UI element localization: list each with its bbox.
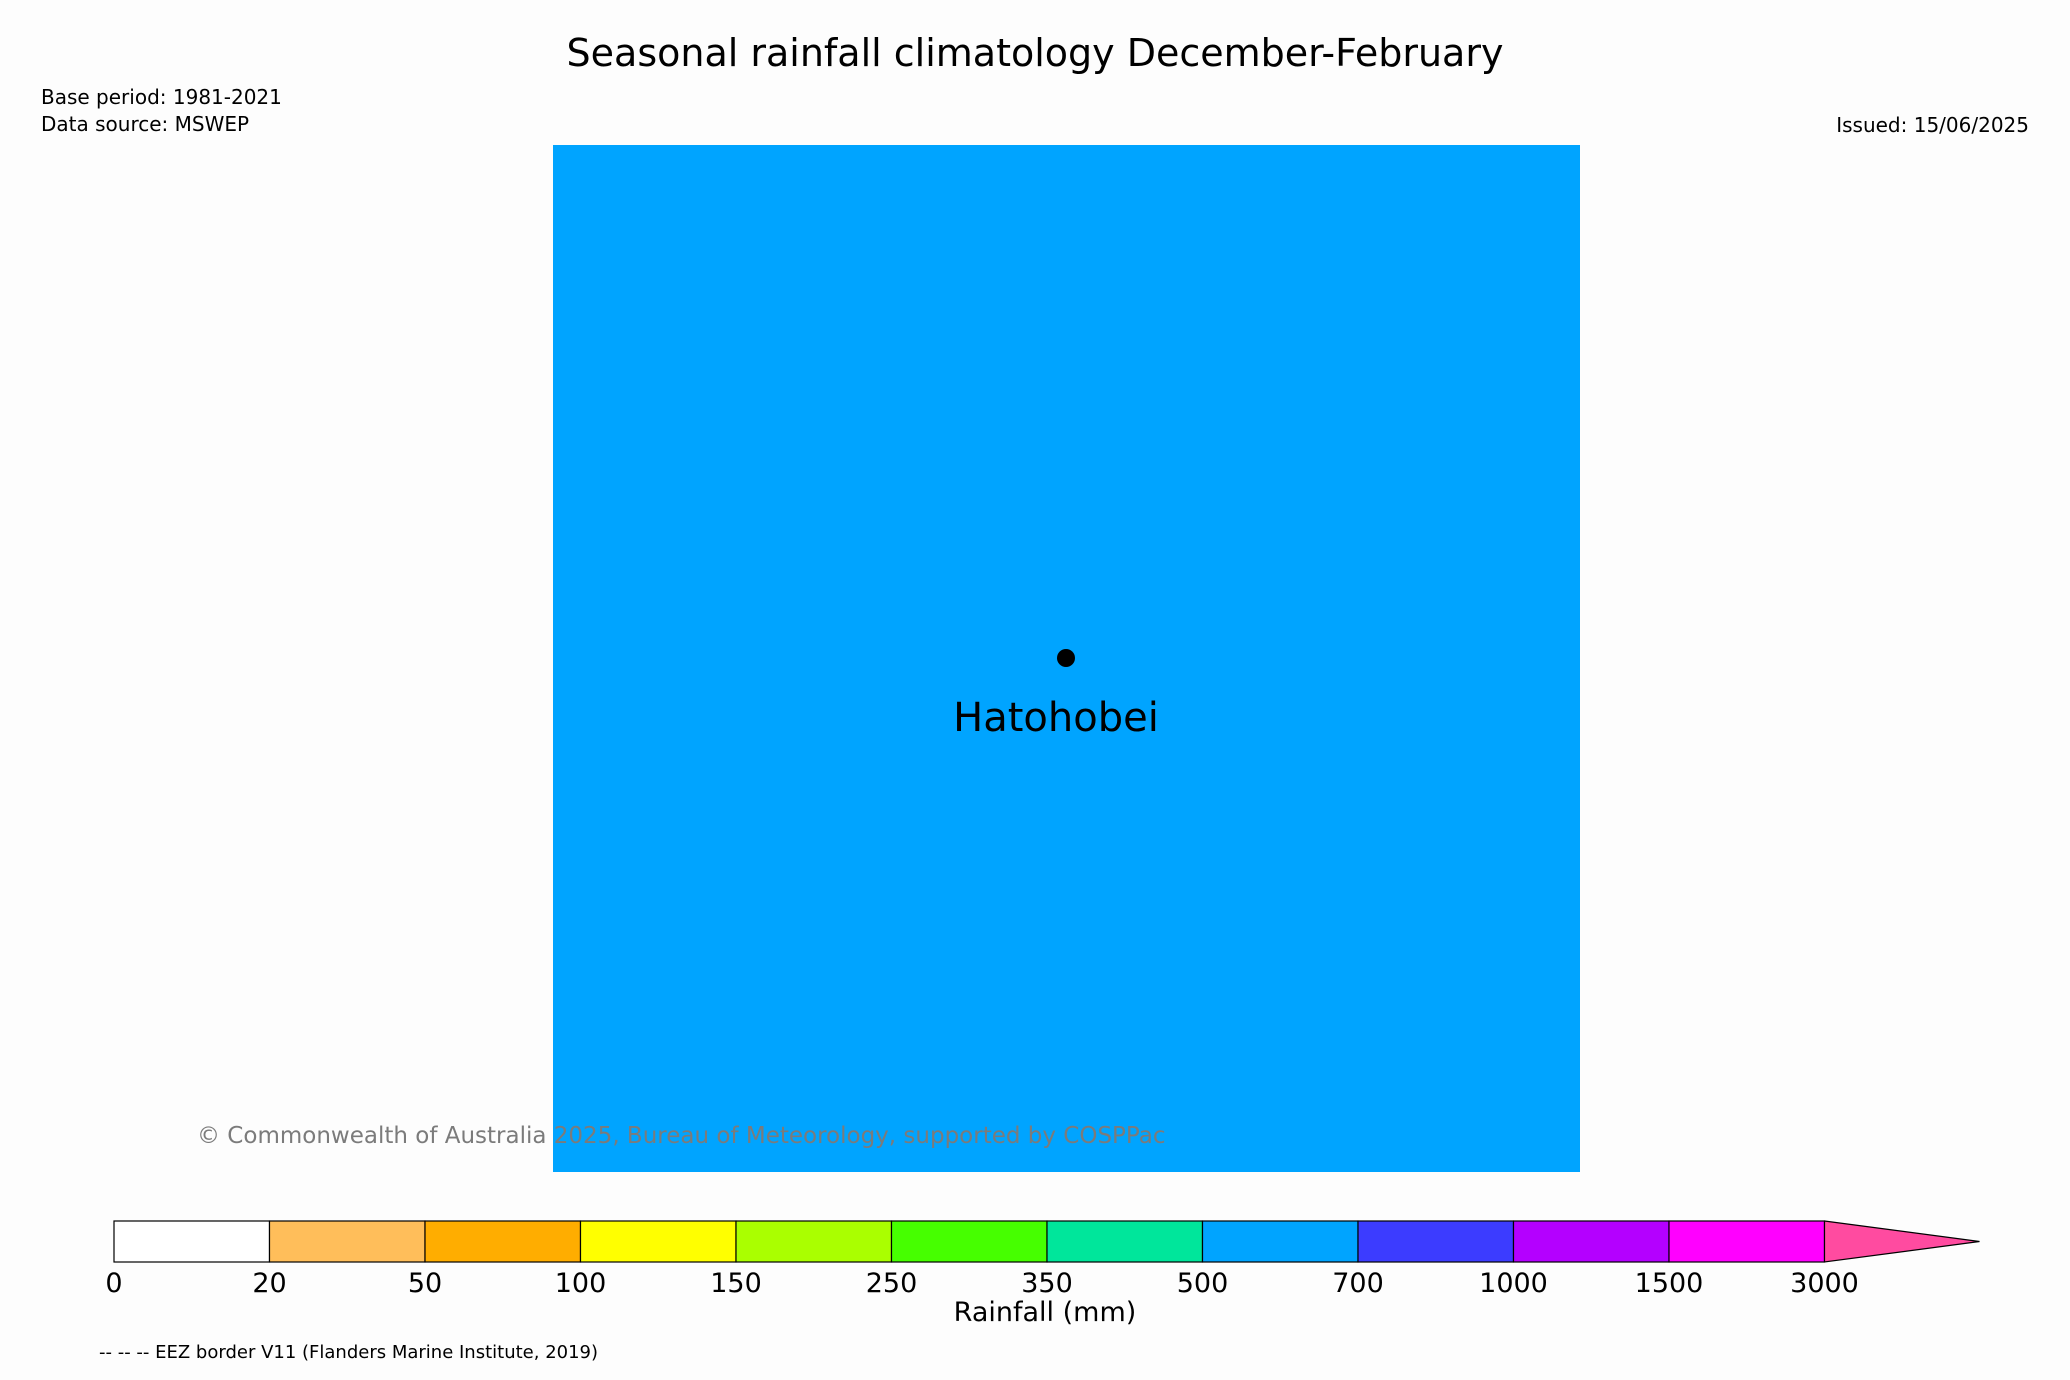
- colorbar-tick-label: 700: [1332, 1268, 1384, 1299]
- colorbar-tick-label: 350: [1021, 1268, 1073, 1299]
- colorbar-tick-label: 1500: [1634, 1268, 1704, 1299]
- location-label: Hatohobei: [953, 695, 1159, 741]
- colorbar-tick-label: 150: [710, 1268, 762, 1299]
- colorbar-tick-label: 20: [252, 1268, 287, 1299]
- colorbar-tick-label: 0: [105, 1268, 123, 1299]
- colorbar-segment-2: [424, 1220, 582, 1263]
- colorbar-segment-1: [268, 1220, 426, 1263]
- colorbar-segment-4: [735, 1220, 893, 1263]
- colorbar-segment-6: [1046, 1220, 1204, 1263]
- colorbar-segment-9: [1512, 1220, 1670, 1263]
- location-marker-icon: [1057, 649, 1075, 667]
- colorbar-segment-5: [890, 1220, 1048, 1263]
- colorbar-tick-label: 500: [1176, 1268, 1229, 1299]
- colorbar-tick-label: 1000: [1479, 1268, 1548, 1299]
- data-source-text: Data source: MSWEP: [41, 112, 250, 136]
- colorbar-segment-3: [579, 1220, 737, 1263]
- copyright-notice: © Commonwealth of Australia 2025, Bureau…: [197, 1123, 1166, 1149]
- eez-footnote: -- -- -- EEZ border V11 (Flanders Marine…: [99, 1342, 599, 1363]
- colorbar-segment-8: [1357, 1220, 1515, 1263]
- colorbar-tick-label: 250: [865, 1268, 918, 1299]
- colorbar-tick-label: 50: [407, 1268, 443, 1299]
- colorbar-title: Rainfall (mm): [953, 1297, 1137, 1328]
- colorbar-tick-label: 3000: [1790, 1268, 1859, 1299]
- colorbar-tick-label: 100: [554, 1268, 607, 1299]
- colorbar-segment-7: [1201, 1220, 1359, 1263]
- map-title: Seasonal rainfall climatology December-F…: [566, 31, 1504, 75]
- colorbar-extend-arrow: [1823, 1220, 1980, 1263]
- colorbar-segment-10: [1668, 1220, 1826, 1263]
- colorbar-segment-0: [113, 1220, 271, 1263]
- base-period-text: Base period: 1981-2021: [41, 85, 282, 109]
- issued-date-text: Issued: 15/06/2025: [1836, 113, 2029, 137]
